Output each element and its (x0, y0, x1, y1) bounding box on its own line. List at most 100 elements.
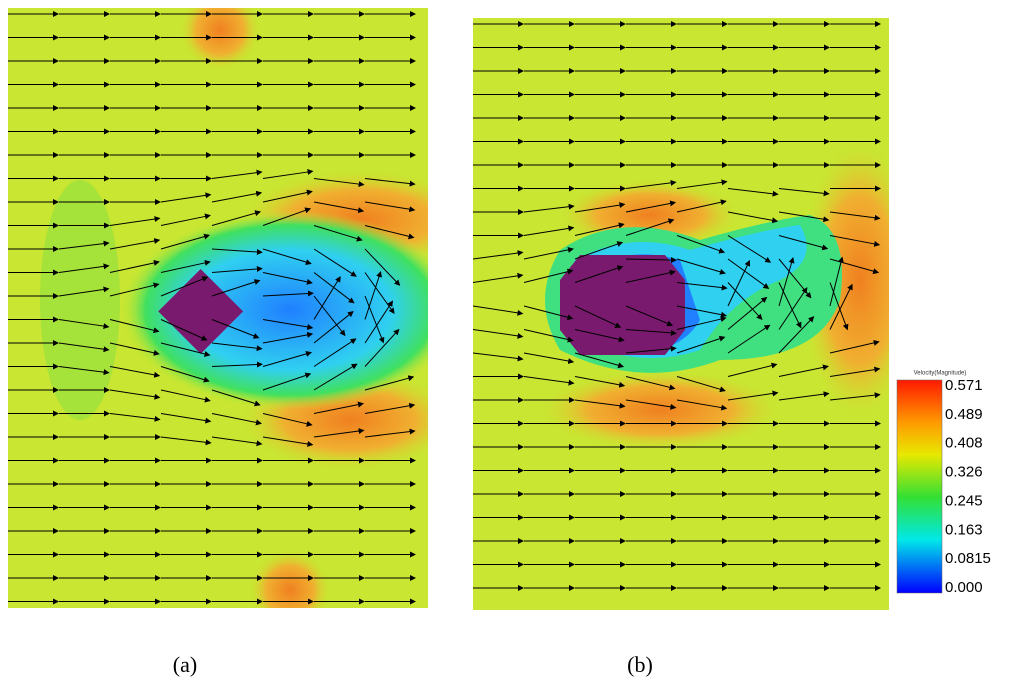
velocity-arrow (574, 222, 625, 236)
velocity-arrow (727, 296, 768, 330)
velocity-arrow (829, 235, 881, 247)
velocity-arrow (574, 399, 626, 409)
velocity-arrow (211, 279, 261, 297)
velocity-arrow (262, 207, 312, 226)
velocity-arrow (473, 305, 524, 316)
velocity-arrow (727, 324, 771, 354)
velocity-arrow (262, 272, 313, 285)
velocity-arrow (262, 319, 314, 330)
velocity-arrow (160, 192, 212, 203)
velocity-arrow (676, 282, 728, 291)
velocity-arrow (109, 366, 161, 378)
velocity-arrow (625, 200, 677, 213)
velocity-arrow (574, 329, 625, 343)
velocity-arrow (313, 401, 364, 414)
velocity-arrow (676, 316, 727, 330)
velocity-arrow (625, 329, 677, 336)
velocity-arrow (211, 342, 263, 352)
velocity-arrow (58, 263, 110, 273)
velocity-arrow (676, 376, 726, 393)
velocity-arrow (676, 258, 726, 275)
velocity-arrow (211, 266, 263, 273)
velocity-arrow (727, 362, 778, 377)
velocity-arrow (262, 248, 312, 265)
velocity-arrow (364, 271, 382, 320)
colorbar-label: 0.326 (945, 464, 983, 481)
velocity-arrow (778, 282, 802, 329)
velocity-arrow (313, 295, 346, 337)
velocity-arrow (676, 179, 728, 189)
velocity-arrow (211, 413, 262, 426)
velocity-arrow (160, 366, 210, 383)
velocity-arrow (473, 329, 524, 339)
velocity-arrow (313, 248, 357, 277)
velocity-arrow (727, 390, 779, 401)
velocity-arrow (211, 248, 263, 255)
velocity-arrow (109, 238, 161, 250)
velocity-arrow (109, 216, 161, 226)
colorbar-label: 0.571 (945, 377, 983, 394)
velocity-arrow (160, 233, 211, 250)
velocity-arrow (313, 338, 357, 367)
velocity-arrow (473, 272, 524, 283)
velocity-arrow (727, 259, 751, 307)
velocity-arrow (676, 335, 726, 354)
velocity-arrow (778, 364, 829, 377)
velocity-arrow (676, 235, 726, 254)
velocity-arrow (473, 352, 524, 362)
velocity-arrow (262, 331, 314, 344)
velocity-arrow (523, 225, 575, 236)
velocity-arrow (364, 402, 416, 414)
velocity-arrow (160, 213, 211, 226)
velocity-arrow (160, 389, 211, 403)
velocity-arrow (829, 282, 849, 331)
velocity-arrow (778, 287, 808, 330)
velocity-arrow (262, 169, 314, 179)
velocity-arrow (262, 436, 314, 447)
velocity-arrow (262, 413, 313, 427)
velocity-arrow (829, 339, 880, 354)
velocity-arrow (523, 352, 575, 364)
velocity-arrow (313, 225, 363, 242)
velocity-arrow (58, 366, 110, 376)
velocity-arrow (364, 328, 400, 367)
velocity-arrow (364, 201, 416, 213)
velocity-arrow (313, 363, 358, 391)
velocity-arrow (523, 376, 575, 386)
velocity-arrow (109, 342, 160, 356)
velocity-arrow (574, 305, 622, 328)
velocity-arrow (829, 211, 881, 221)
velocity-arrow (211, 190, 263, 203)
velocity-arrow (574, 352, 625, 369)
velocity-arrow (58, 240, 110, 250)
panel-label: (a) (173, 652, 197, 677)
velocity-arrow (262, 189, 313, 203)
velocity-arrow (160, 259, 211, 273)
velocity-arrow (58, 319, 110, 330)
velocity-arrow (523, 203, 575, 213)
velocity-arrow (313, 276, 341, 320)
velocity-arrow (211, 210, 262, 226)
velocity-arrow (523, 305, 574, 321)
velocity-arrow (364, 225, 415, 240)
velocity-arrow (727, 282, 763, 321)
velocity-arrow (109, 413, 161, 422)
velocity-arrow (676, 305, 728, 318)
velocity-arrow (778, 235, 829, 251)
velocity-arrow (313, 428, 365, 438)
velocity-arrow (211, 169, 263, 179)
colorbar-label: 0.163 (945, 521, 983, 538)
velocity-arrow (160, 276, 209, 297)
velocity-arrow (160, 342, 211, 357)
velocity-arrow (262, 351, 312, 367)
colorbar-label: 0.0815 (945, 550, 991, 567)
velocity-arrow (364, 248, 401, 286)
velocity-arrow (364, 300, 394, 344)
velocity-arrow (676, 199, 727, 213)
velocity-arrow (211, 436, 263, 447)
velocity-arrow (829, 283, 853, 330)
velocity-arrow (109, 389, 161, 400)
velocity-arrow (727, 258, 770, 289)
velocity-arrow (625, 269, 676, 283)
